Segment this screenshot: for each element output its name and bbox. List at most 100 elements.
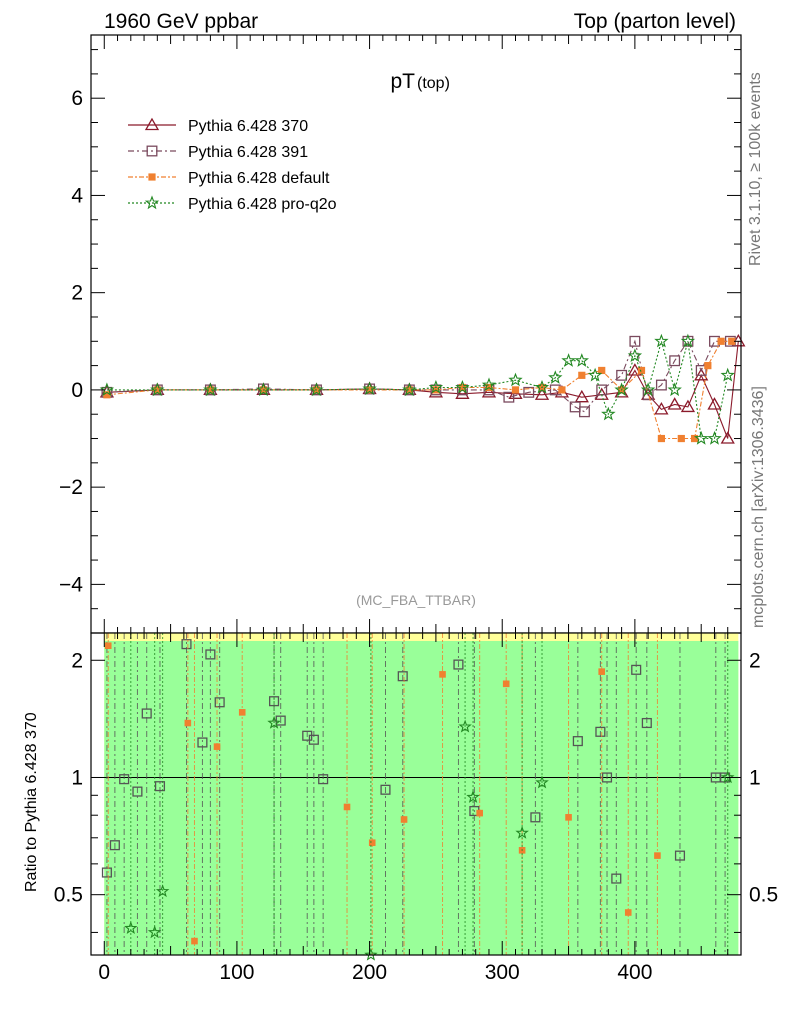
data-point (717, 337, 725, 345)
ratio-point (205, 649, 216, 660)
plot-title-sub: (top) (417, 75, 450, 92)
ratio-axis-ticks: 0.5 0.5 1 1 2 2 0 100 200 300 400 (54, 633, 778, 984)
ratio-y-tick-label: 0.5 (54, 884, 83, 907)
series-line (106, 340, 732, 440)
y-tick-label: −2 (59, 476, 83, 499)
y-tick-label: 0 (71, 379, 83, 402)
ratio-point (601, 772, 613, 783)
x-tick-label: 100 (219, 961, 254, 984)
ratio-point (318, 774, 329, 785)
data-point (455, 386, 470, 399)
data-point (728, 337, 736, 345)
ratio-point (197, 737, 208, 748)
legend-marker (146, 145, 158, 157)
ratio-point (119, 774, 130, 785)
ratio-point (213, 743, 221, 750)
ratio-point (572, 736, 583, 747)
data-point (707, 430, 722, 445)
ratio-point (154, 781, 166, 792)
ratio-point (184, 719, 192, 727)
ratio-point (476, 809, 483, 817)
data-point (587, 367, 603, 382)
ratio-point (674, 850, 686, 861)
legend-label: Pythia 6.428 370 (188, 118, 308, 135)
data-point (481, 377, 497, 392)
ratio-y-tick-label: 2 (749, 649, 761, 672)
data-point (508, 372, 523, 387)
ratio-point (191, 937, 198, 945)
data-point (680, 399, 696, 413)
ratio-point (155, 884, 170, 898)
data-point (627, 348, 643, 362)
data-point (704, 362, 712, 370)
data-point (150, 382, 165, 397)
data-point (534, 379, 550, 394)
ratio-point (124, 921, 138, 934)
data-point (657, 434, 666, 443)
ratio-ylabel: Ratio to Pythia 6.428 370 (23, 712, 40, 892)
data-point (561, 353, 576, 367)
ratio-point (439, 671, 446, 678)
ratio-point (400, 816, 408, 823)
legend-marker (148, 173, 156, 181)
ratio-point (343, 803, 351, 811)
mcplots-label: mcplots.cern.ch [arXiv:1306.3436] (750, 386, 767, 628)
x-tick-label: 0 (98, 961, 110, 984)
data-point (614, 382, 629, 397)
data-point (428, 379, 444, 394)
data-point (720, 367, 735, 382)
ratio-point (530, 812, 541, 823)
y-tick-label: 4 (71, 184, 83, 207)
ratio-point (397, 671, 408, 682)
ratio-point (104, 642, 112, 649)
data-point (256, 382, 271, 397)
data-point (680, 333, 696, 348)
data-point (402, 382, 417, 397)
rivet-label: Rivet 3.1.10, ≥ 100k events (747, 72, 764, 266)
ratio-point (624, 909, 632, 916)
ratio-point (132, 786, 143, 797)
data-point (707, 397, 722, 410)
ratio-plot: 0.5 0.5 1 1 2 2 0 100 200 300 400 Ratio to Pythia … (23, 632, 778, 984)
y-tick-label: 2 (71, 282, 83, 305)
data-point (309, 382, 324, 397)
data-point (669, 355, 681, 367)
ratio-point (535, 775, 549, 789)
data-point (654, 402, 669, 415)
ratio-point (458, 719, 472, 733)
data-point (690, 434, 699, 443)
ratio-point (631, 664, 642, 675)
ratio-point (141, 708, 152, 719)
ratio-point (595, 726, 606, 737)
ratio-y-tick-label: 0.5 (749, 884, 778, 907)
analysis-watermark: (MC_FBA_TTBAR) (356, 592, 476, 608)
legend-label: Pythia 6.428 391 (188, 144, 308, 161)
data-point (601, 406, 616, 421)
ratio-point (466, 790, 480, 803)
ratio-point (275, 715, 286, 726)
legend-label: Pythia 6.428 default (188, 170, 330, 187)
y-tick-label: 6 (71, 87, 83, 110)
ratio-inner-band (104, 641, 739, 955)
series-line (106, 339, 729, 440)
ratio-point (515, 825, 529, 839)
ratio-point (147, 925, 162, 939)
data-point (695, 365, 707, 376)
ratio-bands (104, 633, 739, 955)
ratio-point (181, 639, 192, 650)
data-point (579, 406, 590, 418)
ratio-point (308, 734, 319, 745)
data-point (523, 386, 535, 398)
ratio-point (267, 715, 281, 729)
ratio-point (101, 867, 112, 878)
data-point (654, 333, 669, 348)
ratio-point (502, 680, 510, 688)
ratio-point (368, 839, 376, 846)
data-point (103, 391, 111, 399)
x-tick-label: 200 (352, 961, 387, 984)
energy-label: 1960 GeV ppbar (104, 10, 258, 33)
ratio-point (380, 784, 391, 795)
data-point (153, 386, 161, 394)
data-point (503, 391, 515, 403)
ratio-point (641, 717, 652, 729)
